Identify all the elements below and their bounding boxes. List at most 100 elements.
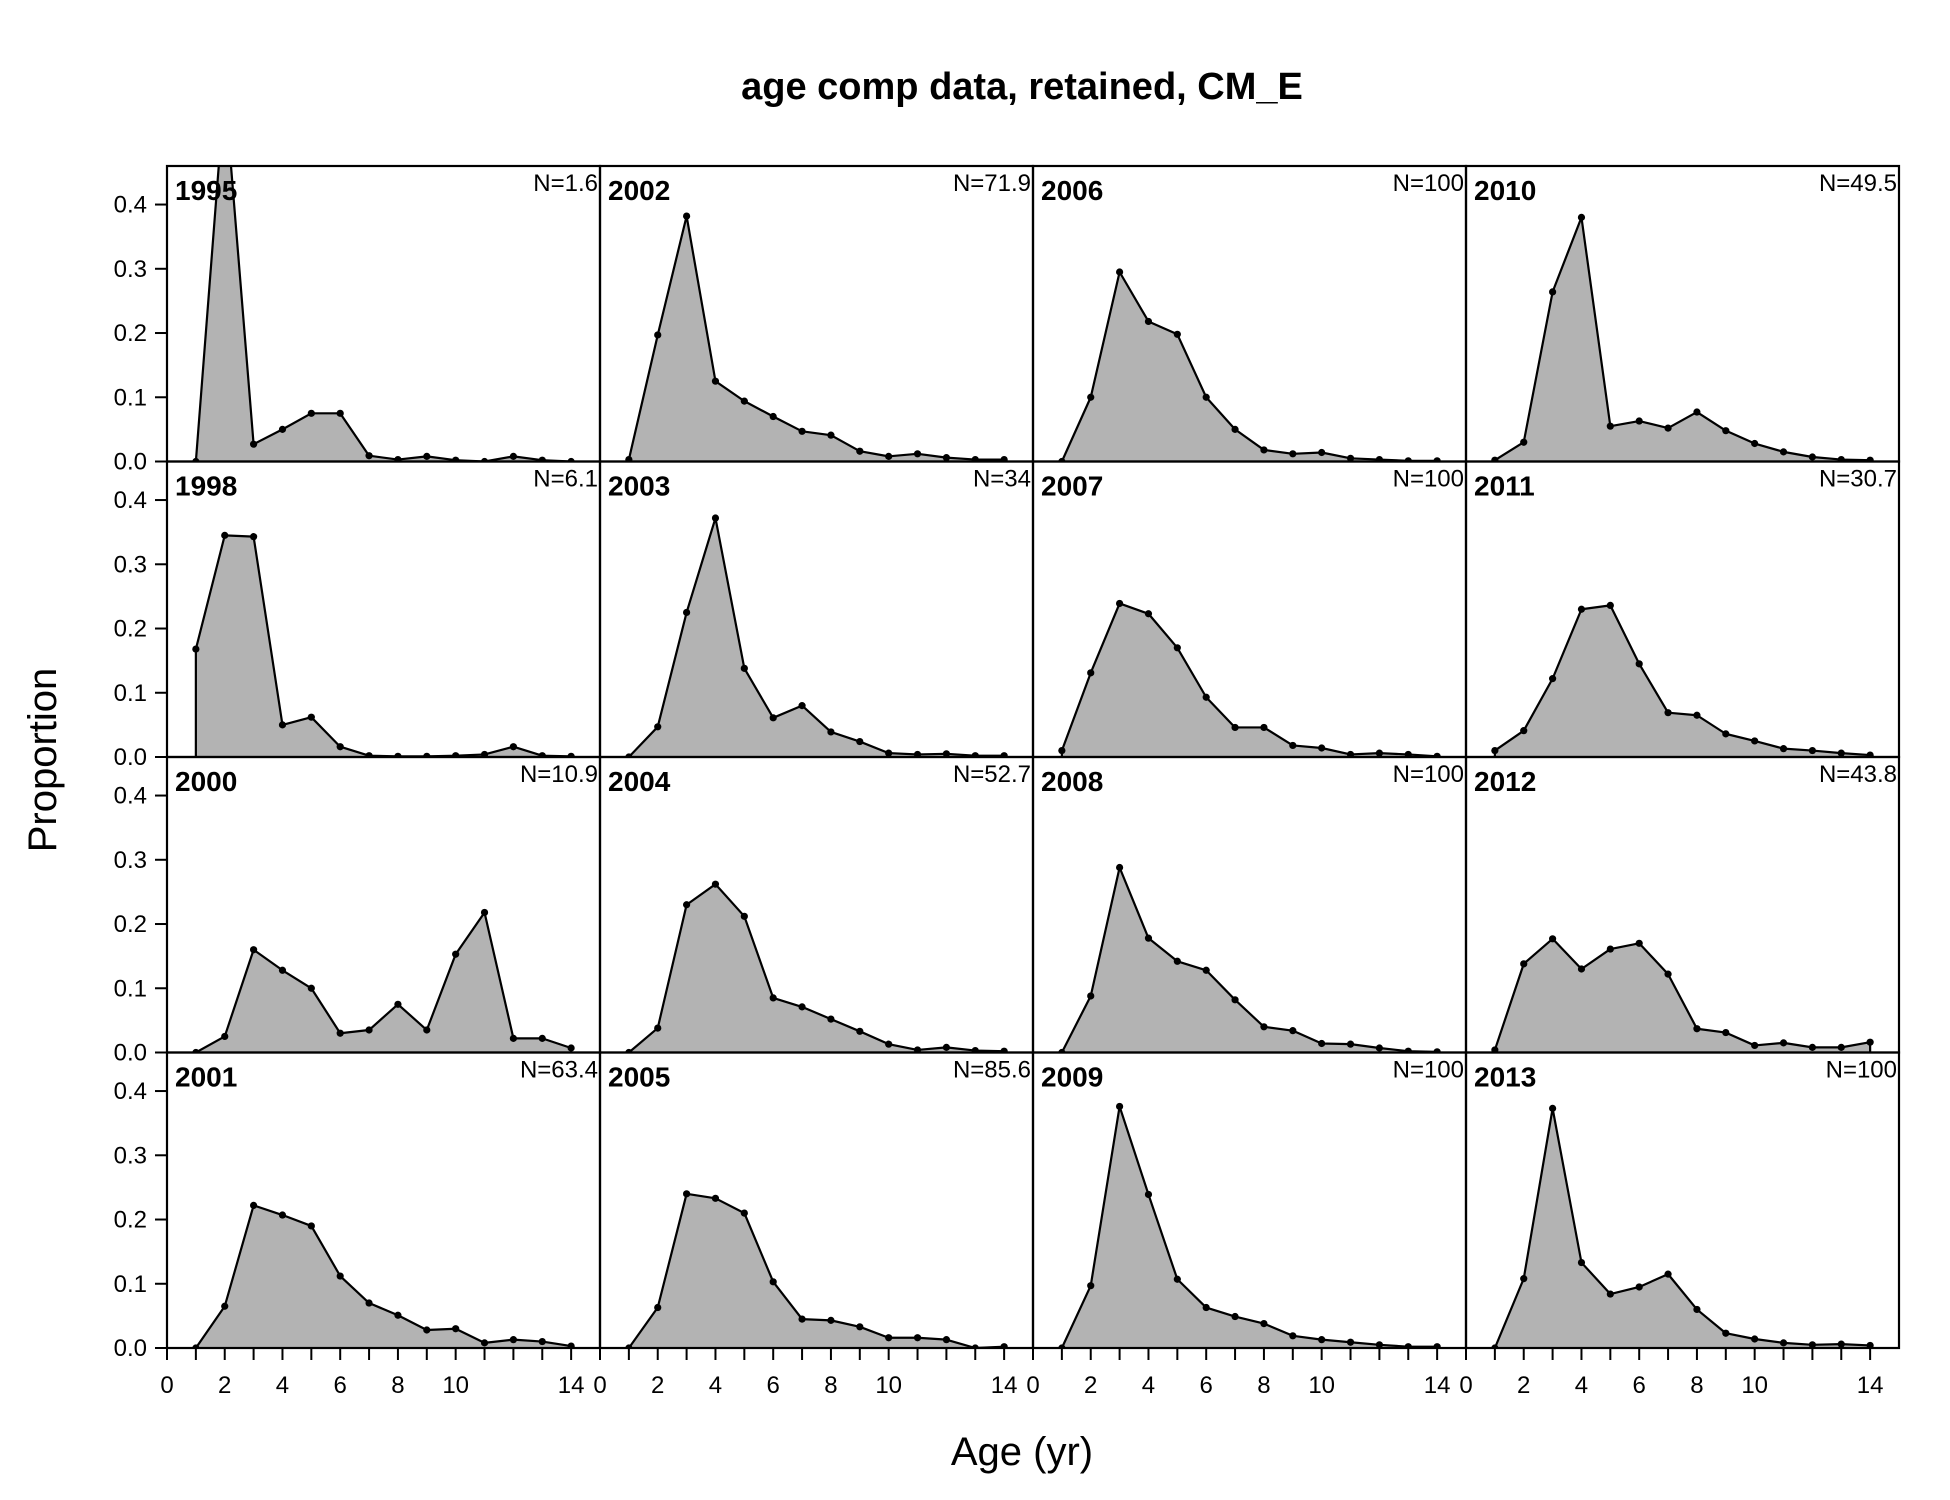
point-2007-age6 — [1202, 693, 1210, 701]
point-2012-age12 — [1808, 1043, 1816, 1051]
area-2000 — [195, 911, 573, 1053]
point-2002-age13 — [971, 455, 979, 462]
point-2001-age5 — [307, 1222, 315, 1230]
point-2006-age8 — [1260, 446, 1268, 454]
point-2003-age13 — [971, 752, 979, 757]
panel-n: N=52.7 — [953, 761, 1031, 788]
point-2005-age2 — [654, 1303, 662, 1312]
panel-year: 2007 — [1041, 471, 1103, 502]
point-2007-age12 — [1375, 749, 1383, 757]
area-2003 — [628, 516, 1006, 757]
point-2002-age9 — [856, 447, 864, 455]
point-2011-age2 — [1520, 727, 1528, 735]
point-2007-age2 — [1087, 669, 1095, 677]
point-2013-age14 — [1866, 1341, 1874, 1348]
x-tick-label: 10 — [1741, 1372, 1768, 1399]
point-2004-age5 — [740, 912, 748, 920]
point-2004-age10 — [885, 1040, 893, 1048]
point-2005-age3 — [683, 1190, 691, 1198]
y-tick-label: 0.1 — [114, 1271, 147, 1298]
point-2010-age10 — [1751, 439, 1759, 448]
point-2005-age6 — [769, 1278, 777, 1286]
panel-2004: 2004 N=52.7 — [598, 755, 1035, 1054]
point-2001-age4 — [278, 1211, 287, 1219]
point-1998-age12 — [509, 743, 517, 751]
point-2008-age3 — [1116, 863, 1124, 872]
point-2004-age12 — [942, 1043, 951, 1051]
point-2000-age7 — [365, 1026, 373, 1034]
panel-2002: 2002 N=71.9 — [598, 164, 1035, 463]
area-2012 — [1493, 937, 1872, 1053]
point-2011-age6 — [1635, 660, 1643, 668]
y-tick-label: 0.2 — [114, 320, 147, 347]
y-tick-label: 0.3 — [114, 256, 147, 283]
point-2009-age3 — [1116, 1102, 1124, 1111]
point-2007-age10 — [1318, 744, 1326, 752]
y-tick-label: 0.0 — [114, 744, 147, 771]
point-2008-age12 — [1375, 1044, 1383, 1052]
point-2004-age4 — [711, 880, 720, 888]
point-2012-age11 — [1779, 1039, 1788, 1047]
y-tick-label: 0.1 — [114, 384, 147, 411]
area-1995 — [194, 166, 572, 462]
point-2010-age11 — [1779, 448, 1788, 456]
area-1998 — [194, 534, 573, 757]
panel-2007: 2007 N=100 — [1031, 460, 1468, 759]
point-1995-age5 — [307, 409, 315, 417]
point-2000-age5 — [307, 984, 315, 992]
panel-year: 2013 — [1474, 1062, 1536, 1093]
point-2004-age14 — [1000, 1047, 1008, 1053]
point-2008-age8 — [1260, 1023, 1268, 1031]
point-2006-age10 — [1318, 448, 1326, 457]
point-2008-age13 — [1404, 1047, 1412, 1053]
panel-2010: 2010 N=49.5 — [1464, 164, 1901, 463]
point-2011-age8 — [1693, 711, 1701, 719]
point-2000-age10 — [452, 950, 460, 958]
point-2008-age9 — [1289, 1027, 1297, 1035]
point-2006-age4 — [1144, 317, 1153, 326]
point-2006-age6 — [1202, 393, 1210, 401]
panel-2011: 2011 N=30.7 — [1464, 460, 1901, 759]
y-tick-label: 0.4 — [114, 783, 147, 810]
panel-n: N=6.1 — [533, 466, 598, 493]
x-tick-label: 4 — [1142, 1372, 1155, 1399]
point-2000-age8 — [394, 1000, 402, 1008]
point-2001-age11 — [480, 1339, 489, 1347]
point-1998-age1 — [192, 645, 200, 653]
panel-year: 2008 — [1041, 766, 1103, 797]
panel-n: N=30.7 — [1819, 466, 1897, 493]
point-1995-age6 — [336, 409, 344, 417]
point-2013-age12 — [1808, 1341, 1816, 1348]
point-2013-age10 — [1751, 1335, 1759, 1343]
point-2004-age7 — [798, 1003, 806, 1011]
x-tick-label: 8 — [391, 1372, 404, 1399]
y-tick-label: 0.3 — [114, 551, 147, 578]
x-tick-label: 4 — [276, 1372, 289, 1399]
point-1998-age3 — [250, 533, 258, 541]
point-2000-age6 — [336, 1029, 344, 1037]
point-2013-age5 — [1606, 1290, 1614, 1298]
area-2009 — [1060, 1105, 1439, 1348]
x-tick-label: 6 — [1633, 1372, 1646, 1399]
point-2006-age11 — [1346, 454, 1355, 462]
x-tick-label: 14 — [1424, 1372, 1451, 1399]
point-2004-age11 — [913, 1046, 922, 1053]
point-2002-age4 — [711, 377, 720, 385]
point-2002-age8 — [827, 431, 835, 439]
point-2011-age13 — [1837, 749, 1845, 757]
point-2008-age6 — [1202, 966, 1210, 974]
point-2007-age7 — [1231, 723, 1239, 732]
point-1998-age13 — [538, 752, 546, 757]
point-2001-age2 — [221, 1302, 229, 1310]
panel-n: N=100 — [1393, 1057, 1464, 1084]
panel-n: N=100 — [1826, 1057, 1897, 1084]
x-tick-label: 14 — [558, 1372, 585, 1399]
y-tick-label: 0.4 — [114, 192, 147, 219]
point-2001-age10 — [452, 1325, 460, 1333]
point-2013-age8 — [1693, 1305, 1701, 1314]
point-2011-age3 — [1549, 675, 1557, 683]
point-1998-age11 — [480, 750, 489, 757]
point-2007-age13 — [1404, 750, 1412, 757]
point-2000-age11 — [480, 908, 489, 917]
